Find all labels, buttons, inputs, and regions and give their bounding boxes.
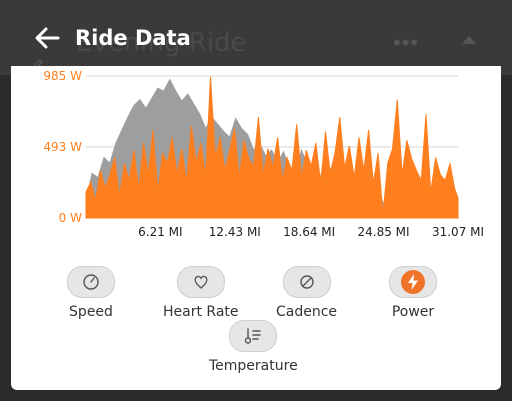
y-tick-label: 985 W xyxy=(43,69,82,83)
metric-label-speed: Speed xyxy=(69,304,113,320)
metric-label-temperature: Temperature xyxy=(209,358,298,374)
ride-data-card: 985 W 493 W 0 W 6.21 MI 12.43 MI 18.64 MI 24.8… xyxy=(11,66,501,390)
heart-rate-toggle[interactable] xyxy=(176,266,225,298)
power-toggle[interactable] xyxy=(389,266,437,298)
thermometer-icon xyxy=(245,328,262,344)
series-area-power xyxy=(85,76,459,219)
y-tick-label: 0 W xyxy=(59,211,82,225)
arrow-left-icon xyxy=(35,27,60,49)
metric-speed[interactable]: Speed xyxy=(67,266,115,320)
metric-cadence[interactable]: Cadence xyxy=(276,266,337,320)
metric-heart-rate[interactable]: Heart Rate xyxy=(163,266,239,320)
background-collapse-icon xyxy=(462,36,476,44)
background-app-header xyxy=(0,0,512,75)
sheet-header: Ride Data xyxy=(11,10,501,66)
metric-power[interactable]: Power xyxy=(389,266,437,320)
metric-label-power: Power xyxy=(391,304,435,320)
cadence-toggle[interactable] xyxy=(282,266,331,298)
x-tick-label: 12.43 MI xyxy=(209,225,261,239)
background-more-menu-icon: ••• xyxy=(393,30,420,55)
lightning-icon xyxy=(401,270,425,294)
back-button[interactable] xyxy=(27,18,67,58)
temperature-toggle[interactable] xyxy=(229,320,278,352)
metric-label-cadence: Cadence xyxy=(276,304,338,320)
speedometer-icon xyxy=(83,274,99,290)
sheet-title: Ride Data xyxy=(75,26,191,50)
heart-icon xyxy=(194,275,208,289)
power-chart: 985 W 493 W 0 W 6.21 MI 12.43 MI 18.64 MI 24.8… xyxy=(43,69,484,239)
x-tick-label: 18.64 MI xyxy=(283,225,335,239)
x-tick-label: 31.07 MI xyxy=(432,225,484,239)
background-activity-title: Evening Ride xyxy=(76,28,247,58)
speed-toggle[interactable] xyxy=(67,266,115,298)
x-tick-label: 6.21 MI xyxy=(138,225,182,239)
metric-temperature[interactable]: Temperature xyxy=(209,320,298,374)
y-tick-label: 493 W xyxy=(43,140,82,154)
x-tick-label: 24.85 MI xyxy=(357,225,409,239)
metric-label-heart-rate: Heart Rate xyxy=(163,304,239,320)
cadence-icon xyxy=(299,275,314,289)
